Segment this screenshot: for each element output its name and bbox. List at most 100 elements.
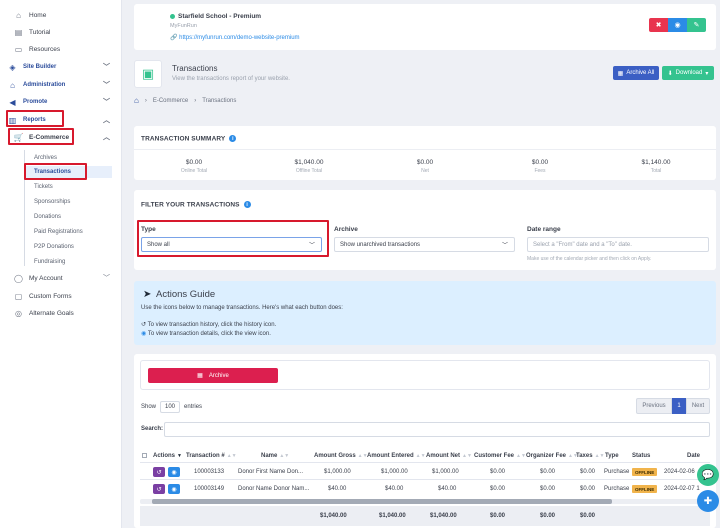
view-site-button[interactable]: ◉ <box>668 18 687 32</box>
sidebar-item-alternate-goals[interactable]: ◎ Alternate Goals <box>15 308 74 318</box>
sidebar-sub-transactions[interactable]: Transactions <box>24 166 112 178</box>
actions-guide: ➤ Actions Guide Use the icons below to m… <box>134 281 716 345</box>
cell-taxes: $0.00 <box>580 469 596 475</box>
th-taxes[interactable]: Taxes ▲▼ <box>576 453 605 459</box>
summary-total: $1,140.00 Total <box>611 159 701 174</box>
entries-select[interactable]: 100 <box>160 401 181 413</box>
chat-icon: 💬 <box>701 469 715 481</box>
header-divider <box>140 462 710 463</box>
sidebar-sub-p2p-donations[interactable]: P2P Donations <box>34 244 74 250</box>
shuffle-icon: ✖ <box>655 22 662 29</box>
history-button[interactable]: ↺ <box>153 467 165 477</box>
summary-value: $0.00 <box>531 159 549 166</box>
guide-intro: Use the icons below to manage transactio… <box>141 305 343 311</box>
cell-type: Purchase <box>604 469 630 475</box>
page-1-button[interactable]: 1 <box>672 398 686 414</box>
pagination: Previous 1 Next <box>636 398 710 414</box>
search-input[interactable] <box>164 422 710 437</box>
sidebar-item-promote[interactable]: ◀ Promote ﹀ <box>9 97 110 107</box>
cell-name: Donor Name Donor Nam... <box>238 486 310 492</box>
th-status[interactable]: Status <box>632 453 651 459</box>
sidebar-item-tutorial[interactable]: ▤ Tutorial <box>14 27 51 37</box>
breadcrumb-ecommerce[interactable]: E-Commerce <box>152 97 189 104</box>
sidebar-item-administration[interactable]: ⌂ Administration ﹀ <box>0 78 122 92</box>
view-button[interactable]: ◉ <box>168 484 180 494</box>
th-customer-fee[interactable]: Customer Fee ▲▼ <box>474 453 526 459</box>
bank-icon: ⌂ <box>10 80 15 90</box>
sidebar-sub-donations[interactable]: Donations <box>34 214 62 220</box>
site-subtitle: MyFunRun <box>170 23 197 29</box>
megaphone-icon: ◀ <box>9 97 16 107</box>
cell-customer-fee: $0.00 <box>490 486 506 492</box>
horizontal-scrollbar[interactable] <box>140 499 710 504</box>
status-dot <box>170 14 175 19</box>
site-actions: ✖ ◉ ✎ <box>649 18 706 32</box>
download-button[interactable]: ⬇ Download ▾ <box>662 66 714 80</box>
sidebar-item-ecommerce[interactable]: 🛒 E-Commerce ︿ <box>13 132 110 142</box>
summary-label: Total <box>650 168 662 174</box>
help-button[interactable]: ✚ <box>697 490 719 512</box>
cell-date: 2024-02-06 <box>664 469 695 475</box>
total-net: $1,040.00 <box>430 513 457 519</box>
summary-label: Online Total <box>180 168 208 174</box>
site-link[interactable]: 🔗 https://myfunrun.com/demo-website-prem… <box>170 35 300 41</box>
archive-all-button[interactable]: ▦ Archive All <box>613 66 659 80</box>
sidebar-sub-archives[interactable]: Archives <box>34 155 58 161</box>
page-description: View the transactions report of your web… <box>172 76 290 82</box>
th-date[interactable]: Date <box>687 453 701 459</box>
home-icon[interactable]: ⌂ <box>134 96 139 105</box>
sidebar-item-resources[interactable]: ▭ Resources <box>14 44 61 54</box>
sidebar-item-reports[interactable]: ▥ Reports ︿ <box>8 115 110 125</box>
total-organizer-fee: $0.00 <box>540 513 556 519</box>
scrollbar-thumb[interactable] <box>152 499 612 504</box>
archive-icon: ▦ <box>197 373 203 379</box>
next-button[interactable]: Next <box>686 398 710 414</box>
info-icon[interactable]: i <box>229 135 237 142</box>
type-select[interactable]: Show all ﹀ <box>141 237 322 252</box>
history-icon: ↺ <box>156 486 162 493</box>
th-organizer-fee[interactable]: Organizer Fee ▲▼ <box>526 453 578 459</box>
date-range-input[interactable]: Select a "From" date and a "To" date. <box>527 237 709 252</box>
cell-transaction: 100003133 <box>194 469 225 475</box>
sidebar-sub-sponsorships[interactable]: Sponsorships <box>34 199 71 205</box>
cell-net: $1,000.00 <box>432 469 459 475</box>
close-site-button[interactable]: ✖ <box>649 18 668 32</box>
summary-value: $0.00 <box>185 159 203 166</box>
sidebar-sub-tickets[interactable]: Tickets <box>34 184 53 190</box>
th-amount-gross[interactable]: Amount Gross ▲▼ <box>314 453 368 459</box>
sidebar-sub-fundraising[interactable]: Fundraising <box>34 259 66 265</box>
show-entries: Show 100 entries <box>141 401 202 413</box>
th-transaction[interactable]: Transaction # ▲▼ <box>186 453 237 459</box>
date-range-label: Date range <box>527 226 561 233</box>
th-actions[interactable]: Actions ▼ <box>153 453 182 459</box>
sidebar: ⌂ Home ▤ Tutorial ▭ Resources ◈ Site Builder… <box>0 0 122 528</box>
transaction-summary: TRANSACTION SUMMARY i $0.00 Online Total … <box>134 126 716 180</box>
th-name[interactable]: Name ▲▼ <box>261 453 290 459</box>
sidebar-item-home[interactable]: ⌂ Home <box>0 8 122 22</box>
sidebar-sub-paid-registrations[interactable]: Paid Registrations <box>34 229 83 235</box>
divider <box>134 149 716 150</box>
home-icon: ⌂ <box>16 10 21 20</box>
archive-select[interactable]: Show unarchived transactions ﹀ <box>334 237 515 252</box>
sidebar-item-site-builder[interactable]: ◈ Site Builder ﹀ <box>9 62 110 72</box>
row-divider <box>140 479 710 480</box>
summary-value: $0.00 <box>416 159 434 166</box>
chat-button[interactable]: 💬 <box>697 464 719 486</box>
history-button[interactable]: ↺ <box>153 484 165 494</box>
archive-button[interactable]: ▦ Archive <box>148 368 278 383</box>
view-button[interactable]: ◉ <box>168 467 180 477</box>
info-icon[interactable]: i <box>243 201 251 208</box>
sidebar-item-custom-forms[interactable]: ▢ Custom Forms <box>14 291 72 301</box>
chevron-down-icon: ﹀ <box>103 64 110 71</box>
th-amount-net[interactable]: Amount Net ▲▼ <box>426 453 472 459</box>
layers-icon: ◈ <box>9 62 16 72</box>
th-amount-entered[interactable]: Amount Entered ▲▼ <box>367 453 426 459</box>
totals-row <box>140 506 710 526</box>
th-type[interactable]: Type <box>605 453 619 459</box>
select-all-checkbox[interactable] <box>142 453 147 460</box>
edit-site-button[interactable]: ✎ <box>687 18 706 32</box>
previous-button[interactable]: Previous <box>636 398 672 414</box>
sidebar-item-my-account[interactable]: ◯ My Account ﹀ <box>14 273 110 283</box>
cell-entered: $1,000.00 <box>381 469 408 475</box>
link-icon: 🔗 <box>170 35 178 41</box>
